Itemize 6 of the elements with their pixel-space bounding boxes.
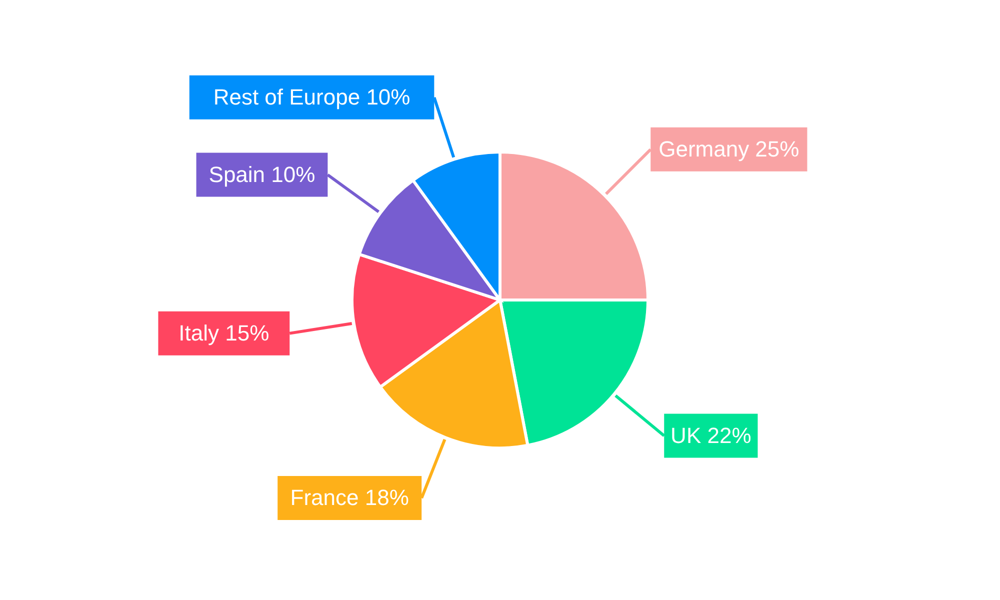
slice-label: Italy 15% xyxy=(178,320,270,346)
slice-label: Spain 10% xyxy=(208,162,316,187)
slice-label: Rest of Europe 10% xyxy=(213,84,410,110)
slice-label: UK 22% xyxy=(670,422,752,448)
slice-label: Germany 25% xyxy=(658,136,800,162)
slice-label: France 18% xyxy=(290,485,409,510)
